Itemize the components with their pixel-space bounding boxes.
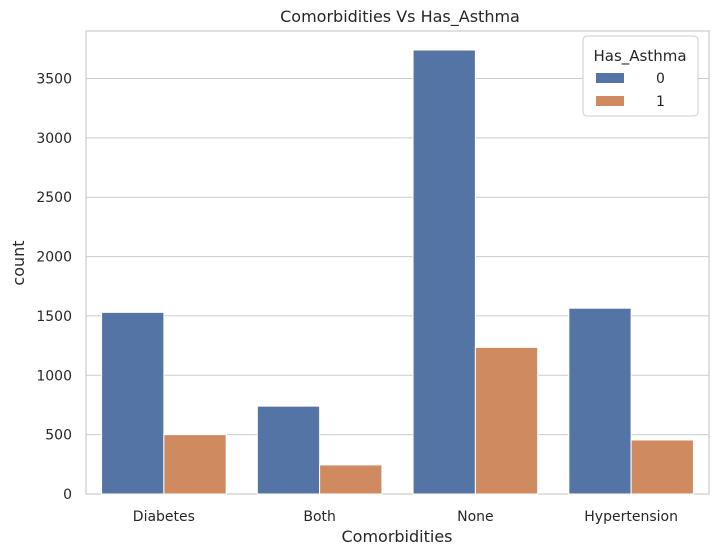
x-tick-label: Hypertension (584, 509, 678, 525)
x-tick-label: None (457, 509, 494, 525)
x-tick-labels: Diabetes Both None Hypertension (133, 509, 678, 525)
x-tick-label: Both (303, 509, 336, 525)
y-tick-label: 2000 (36, 250, 72, 266)
y-tick-label: 3000 (36, 131, 72, 147)
bar-both-series-0 (256, 405, 321, 495)
x-axis-label: Comorbidities (341, 527, 452, 546)
legend-label-0: 0 (656, 71, 665, 87)
y-tick-label: 0 (63, 487, 72, 503)
y-tick-label: 3500 (36, 71, 72, 87)
bar-hypertension-series-1 (630, 439, 694, 495)
bars (101, 49, 694, 495)
y-tick-label: 1500 (36, 309, 72, 325)
chart-title: Comorbidities Vs Has_Asthma (280, 7, 520, 27)
legend-label-1: 1 (656, 94, 665, 110)
legend: Has_Asthma 0 1 (582, 35, 699, 117)
bar-none-series-0 (412, 49, 476, 495)
y-tick-label: 2500 (36, 190, 72, 206)
bar-diabetes-series-0 (101, 311, 165, 495)
y-tick-labels: 0 500 1000 1500 2000 2500 3000 3500 (36, 71, 72, 503)
bar-none-series-1 (474, 346, 539, 495)
bar-both-series-1 (319, 464, 383, 495)
y-axis-label: count (9, 240, 28, 285)
x-tick-label: Diabetes (133, 509, 195, 525)
plot-frame (85, 30, 710, 495)
legend-swatch-0 (596, 73, 624, 83)
y-tick-label: 1000 (36, 368, 72, 384)
legend-title: Has_Asthma (593, 47, 686, 66)
bar-diabetes-series-1 (163, 434, 227, 495)
bar-hypertension-series-0 (568, 307, 632, 495)
legend-swatch-1 (596, 96, 624, 106)
y-tick-label: 500 (45, 428, 72, 444)
